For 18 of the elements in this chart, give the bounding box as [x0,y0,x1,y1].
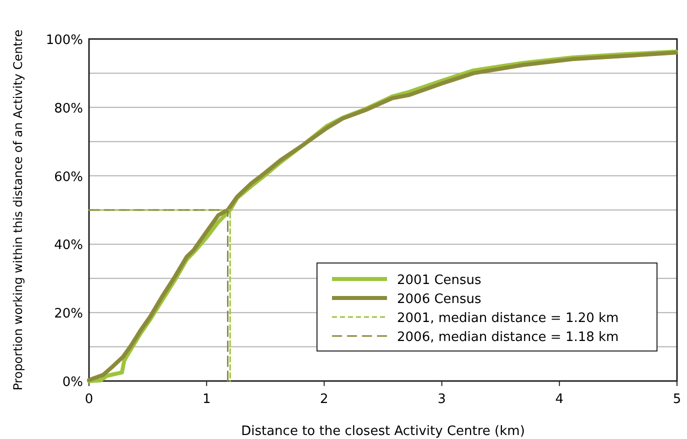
y-tick-label: 80% [54,101,83,116]
legend-label: 2001 Census [397,273,482,288]
x-tick-label: 4 [555,392,564,407]
legend-label: 2001, median distance = 1.20 km [397,311,619,326]
y-tick-label: 0% [62,375,83,390]
y-tick-label: 100% [46,33,83,48]
x-tick-label: 2 [320,392,328,407]
x-tick-label: 3 [438,392,446,407]
x-tick-label: 5 [672,392,682,407]
x-tick-label: 0 [84,392,94,407]
y-tick-label: 40% [54,238,83,254]
y-tick-label: 60% [54,170,83,185]
y-axis-title: Proportion working within this distance of an Activity Centre [11,30,25,390]
legend-label: 2006 Census [397,292,482,307]
legend-label: 2006, median distance = 1.18 km [397,330,619,345]
x-axis-title: Distance to the closest Activity Centre (km) [241,424,525,439]
x-tick-label: 1 [202,392,211,407]
y-tick-label: 20% [54,306,83,322]
